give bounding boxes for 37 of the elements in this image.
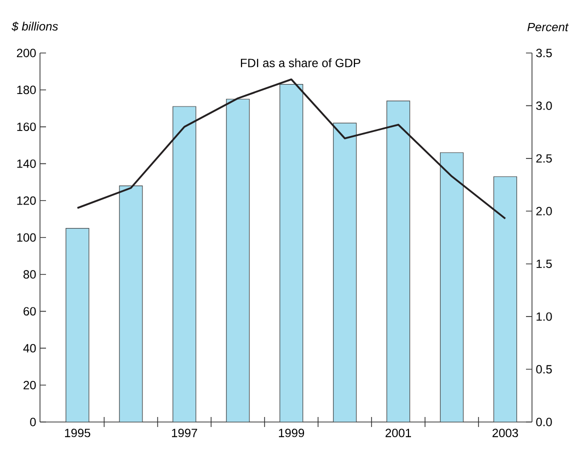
y-tick-label: 40 <box>23 344 36 352</box>
y-tick-label: 120 <box>17 196 36 205</box>
x-tick-label: 2003 <box>492 428 518 438</box>
bar <box>493 176 518 422</box>
bar <box>333 122 357 422</box>
bar <box>386 100 410 422</box>
y2-tick-label: 0.5 <box>536 365 552 374</box>
x-tick-label: 2001 <box>386 428 412 438</box>
series-label: FDI as a share of GDP <box>240 58 360 68</box>
y2-tick-label: 2.0 <box>536 206 552 216</box>
bar <box>119 186 143 422</box>
y-tick-label: 200 <box>16 48 36 58</box>
bar <box>66 228 90 422</box>
y-tick-label: 60 <box>24 307 36 316</box>
y-tick-label: 180 <box>17 86 36 94</box>
y2-tick-label: 3.0 <box>536 101 552 110</box>
y-tick-label: 140 <box>17 159 36 168</box>
y-axis-title: $ billions <box>12 22 58 32</box>
y2-tick-label: 3.5 <box>536 48 552 58</box>
y2-tick-label: 1.5 <box>536 260 552 268</box>
x-tick-label: 1999 <box>278 428 304 438</box>
x-tick-label: 1997 <box>172 428 198 438</box>
x-tick-label: 1995 <box>65 428 90 438</box>
y-tick-label: 80 <box>23 270 36 279</box>
y-tick-label: 160 <box>17 122 36 132</box>
bar <box>440 152 464 422</box>
bar <box>226 98 250 422</box>
y2-tick-label: 2.5 <box>536 154 552 163</box>
y-tick-label: 0 <box>30 418 36 426</box>
bar <box>280 84 304 422</box>
line-series <box>76 78 506 220</box>
y2-tick-label: 1.0 <box>536 312 552 321</box>
y2-axis-title: Percent <box>527 22 569 32</box>
bar <box>172 106 196 422</box>
y-tick-label: 20 <box>24 380 36 390</box>
y-tick-label: 100 <box>17 233 36 242</box>
y2-tick-label: 0.0 <box>536 418 552 426</box>
